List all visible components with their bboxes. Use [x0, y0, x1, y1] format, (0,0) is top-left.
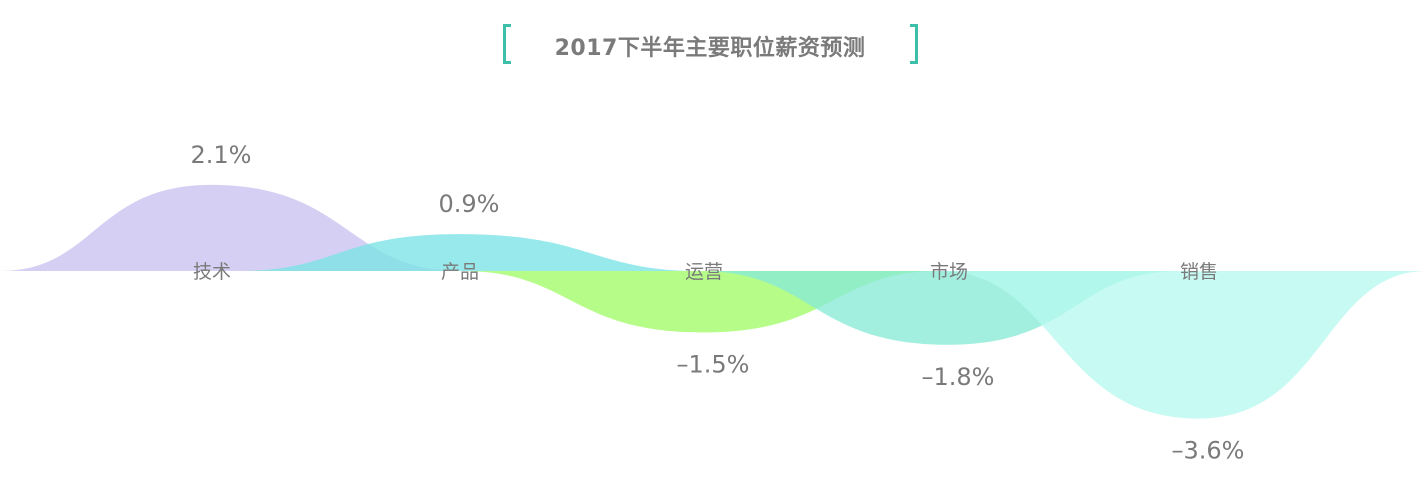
value-label-3: –1.5%	[677, 351, 750, 379]
value-label-1: 2.1%	[191, 141, 252, 169]
chart-title: 2017下半年主要职位薪资预测	[554, 36, 866, 61]
area-mark-5	[940, 271, 1427, 419]
value-label-4: –1.8%	[922, 363, 995, 391]
area-mark-2	[238, 234, 700, 271]
value-label-2: 0.9%	[439, 190, 500, 218]
category-label-5: 销售	[1180, 261, 1218, 283]
category-label-3: 运营	[685, 261, 723, 283]
value-label-5: –3.6%	[1172, 437, 1245, 465]
area-mark-1	[0, 184, 460, 271]
category-label-1: 技术	[193, 261, 231, 283]
left-bracket-decoration	[503, 24, 511, 64]
chart-title-block: 2017下半年主要职位薪资预测	[0, 22, 1427, 68]
category-label-2: 产品	[441, 261, 479, 283]
area-series-group	[0, 184, 1427, 419]
right-bracket-decoration	[910, 24, 918, 64]
category-label-4: 市场	[930, 261, 968, 283]
